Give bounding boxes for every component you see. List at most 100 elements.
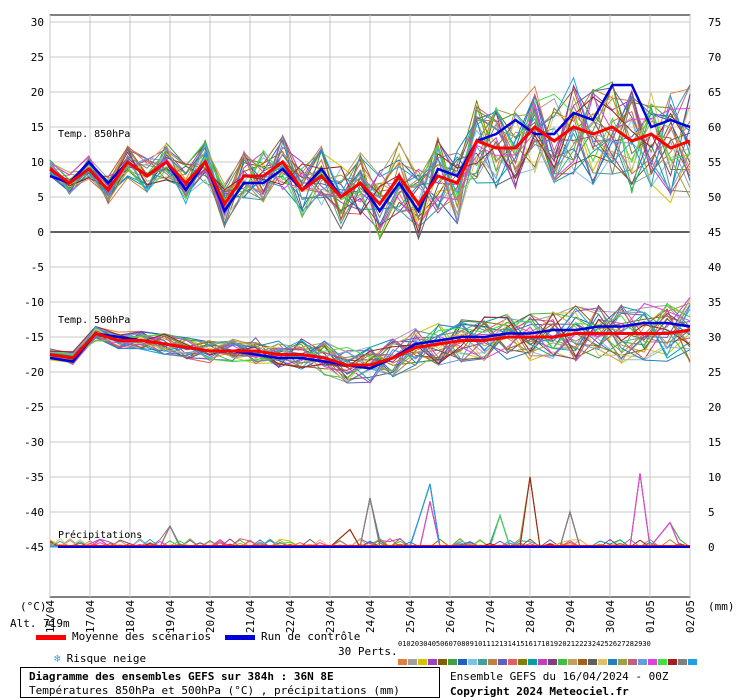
run-label: Ensemble GEFS du 16/04/2024 - 00Z <box>450 670 669 683</box>
left-tick-label: -10 <box>24 296 44 309</box>
left-tick-label: 0 <box>37 226 44 239</box>
left-tick-label: 25 <box>31 51 44 64</box>
pert-swatch <box>518 659 527 665</box>
x-tick-label: 20/04 <box>204 600 217 633</box>
member-500-line <box>49 312 691 369</box>
pert-swatch <box>608 659 617 665</box>
legend-perts: 30 Perts. <box>338 645 398 658</box>
x-tick-label: 18/04 <box>124 600 137 633</box>
altitude-label: Alt. 719m <box>10 617 70 630</box>
x-tick-label: 29/04 <box>564 600 577 633</box>
x-tick-label: 28/04 <box>524 600 537 633</box>
member-850-line <box>49 81 691 229</box>
member-850-line <box>49 76 691 211</box>
right-tick-label: 0 <box>708 541 715 554</box>
pert-swatch <box>648 659 657 665</box>
member-500-line <box>49 303 691 363</box>
pert-swatch <box>398 659 407 665</box>
x-tick-label: 23/04 <box>324 600 337 633</box>
legend-control-label: Run de contrôle <box>261 630 361 643</box>
x-tick-label: 22/04 <box>284 600 297 633</box>
left-tick-label: -15 <box>24 331 44 344</box>
footer-subtitle: Températures 850hPa et 500hPa (°C) , pré… <box>29 684 400 697</box>
member-850-line <box>49 96 691 235</box>
pert-swatch <box>528 659 537 665</box>
right-tick-label: 50 <box>708 191 721 204</box>
chart-grid <box>49 14 691 598</box>
control-swatch <box>225 634 255 640</box>
right-tick-label: 20 <box>708 401 721 414</box>
legend-snow-label: Risque neige <box>66 652 147 665</box>
pert-swatch <box>568 659 577 665</box>
mean-500-line <box>49 328 691 367</box>
left-tick-label: -20 <box>24 366 44 379</box>
member-500-line <box>50 297 691 384</box>
pert-swatch <box>688 659 697 665</box>
pert-swatch <box>488 659 497 665</box>
panel-label-precip: Précipitations <box>58 529 142 541</box>
member-850-line <box>49 93 691 240</box>
member-500-line <box>49 306 691 375</box>
left-tick-label: 5 <box>37 191 44 204</box>
right-tick-label: 5 <box>708 506 715 519</box>
right-tick-label: 30 <box>708 331 721 344</box>
pert-swatch <box>638 659 647 665</box>
x-tick-label: 01/05 <box>644 600 657 633</box>
footer-title: Diagramme des ensembles GEFS sur 384h : … <box>29 670 334 683</box>
right-tick-label: 35 <box>708 296 721 309</box>
left-tick-label: -5 <box>31 261 44 274</box>
panel-label-500: Temp. 500hPa <box>58 315 130 326</box>
chart-series <box>49 76 691 549</box>
pert-swatch <box>538 659 547 665</box>
member-500-line <box>49 305 691 382</box>
x-tick-label: 24/04 <box>364 600 377 633</box>
pert-swatch <box>678 659 687 665</box>
pert-swatch <box>468 659 477 665</box>
run-info: Ensemble GEFS du 16/04/2024 - 00Z Copyri… <box>450 669 669 699</box>
right-tick-label: 75 <box>708 16 721 29</box>
pert-swatch <box>548 659 557 665</box>
left-axis-ticks: 30 25 20 15 10 5 0 -5 -10 -15 -20 -25 -30 -35 -40 -45 <box>24 16 44 554</box>
right-tick-label: 25 <box>708 366 721 379</box>
right-unit: (mm) <box>708 600 735 613</box>
x-tick-label: 21/04 <box>244 600 257 633</box>
pert-swatch <box>618 659 627 665</box>
mean-850-line <box>49 125 691 208</box>
pert-swatch <box>448 659 457 665</box>
pert-swatch <box>418 659 427 665</box>
right-tick-label: 60 <box>708 121 721 134</box>
left-tick-label: -30 <box>24 436 44 449</box>
pert-swatch <box>588 659 597 665</box>
legend-mean: Moyenne des scénarios <box>36 630 211 643</box>
pert-swatch <box>438 659 447 665</box>
pert-swatch <box>578 659 587 665</box>
x-tick-label: 16/04 <box>44 600 57 633</box>
pert-swatch <box>458 659 467 665</box>
member-500-line <box>49 311 691 379</box>
x-tick-label: 27/04 <box>484 600 497 633</box>
left-tick-label: 30 <box>31 16 44 29</box>
x-tick-label: 25/04 <box>404 600 417 633</box>
left-tick-label: -25 <box>24 401 44 414</box>
left-tick-label: 10 <box>31 156 44 169</box>
right-tick-label: 10 <box>708 471 721 484</box>
left-tick-label: 15 <box>31 121 44 134</box>
footer-box: Diagramme des ensembles GEFS sur 384h : … <box>20 667 440 698</box>
legend-mean-label: Moyenne des scénarios <box>72 630 212 643</box>
left-tick-label: 20 <box>31 86 44 99</box>
pert-numbers: 0102030405060708091011121314151617181920… <box>398 640 651 648</box>
legend-snow: ❄ Risque neige <box>54 652 146 665</box>
right-tick-label: 45 <box>708 226 721 239</box>
member-850-line <box>49 81 691 231</box>
left-tick-label: -40 <box>24 506 44 519</box>
x-axis-labels: 16/04 17/04 18/04 19/04 20/04 21/04 22/04 23/04… <box>44 600 697 633</box>
pert-swatch <box>428 659 437 665</box>
pert-swatch <box>558 659 567 665</box>
copyright-label: Copyright 2024 Meteociel.fr <box>450 685 629 698</box>
x-tick-label: 30/04 <box>604 600 617 633</box>
right-tick-label: 55 <box>708 156 721 169</box>
left-unit: (°C) <box>20 600 47 613</box>
member-850-line <box>49 97 691 219</box>
